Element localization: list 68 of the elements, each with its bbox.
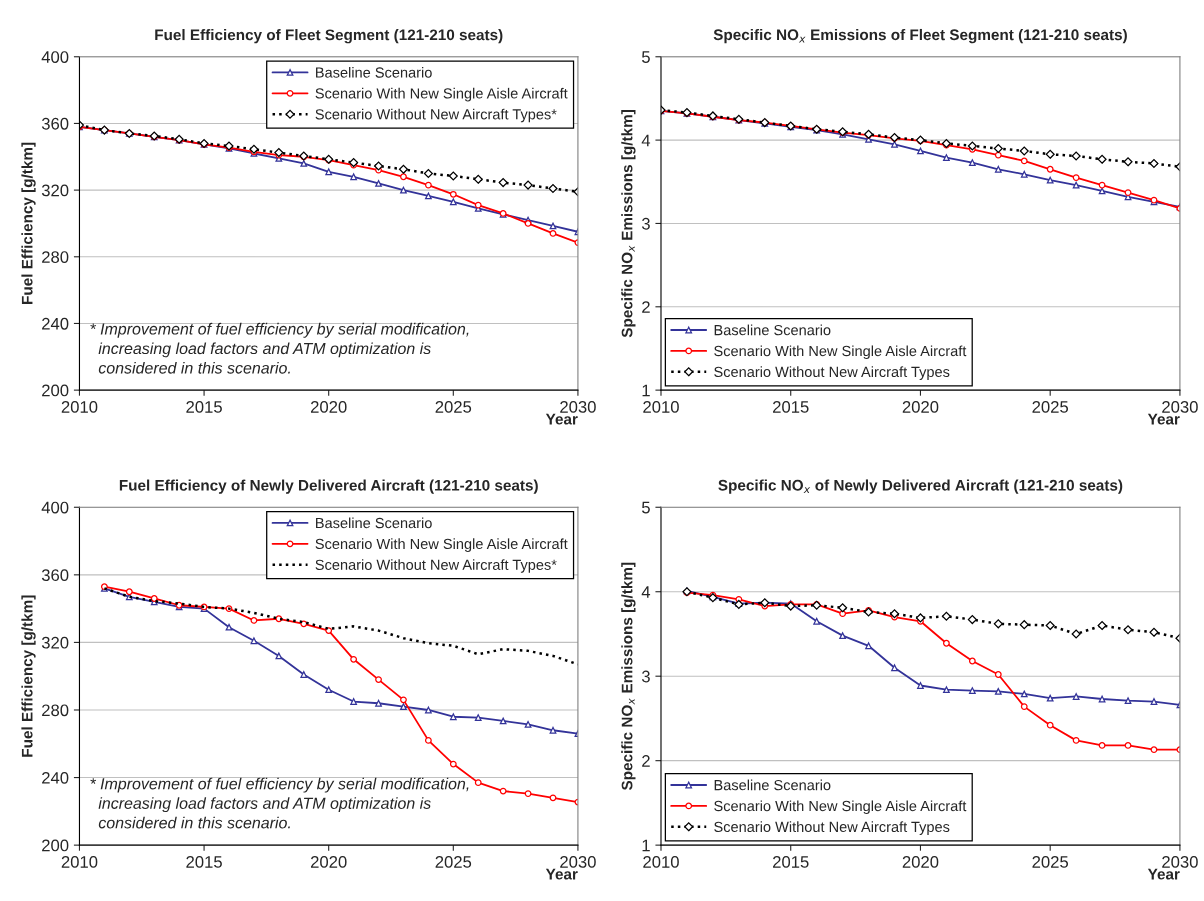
- y-tick-label: 360: [41, 569, 69, 582]
- y-tick-label: 5: [641, 501, 650, 514]
- y-tick-label: 5: [641, 51, 650, 63]
- x-axis-title: Year: [545, 413, 578, 425]
- y-tick-label: 3: [641, 670, 650, 683]
- x-tick-label: 2015: [773, 400, 809, 413]
- y-tick-label: 1: [642, 839, 650, 852]
- chart-title: Fuel Efficiency of Newly Delivered Aircraft (121-210 seats): [119, 479, 538, 494]
- annotation: * Improvement of fuel efficiency by serial modification, increasing load factors and ATM optimization is considered in this scenario.: [90, 322, 469, 374]
- y-tick-label: 400: [41, 51, 69, 63]
- x-tick-label: 2025: [1032, 400, 1069, 413]
- y-tick-label: 320: [41, 184, 69, 197]
- x-tick-label: 2030: [1162, 400, 1198, 413]
- y-tick-label: 360: [41, 117, 69, 130]
- x-tick-label: 2010: [61, 855, 98, 868]
- x-tick-label: 2030: [560, 400, 596, 413]
- x-tick-label: 2020: [310, 855, 347, 868]
- chart-title: Specific NO$_{x}$ Emissions of Fleet Segment (121-210 seats): [713, 28, 1127, 44]
- x-tick-label: 2025: [435, 855, 472, 868]
- legend-label: Scenario Without New Aircraft Types: [714, 366, 950, 380]
- y-axis-title: Fuel Efficiency [g/tkm]: [21, 142, 36, 304]
- chart-title: Specific NO$_{x}$ of Newly Delivered Aircraft (121-210 seats): [718, 479, 1123, 494]
- y-tick-label: 2: [642, 755, 650, 767]
- y-tick-label: 2: [642, 301, 650, 313]
- y-tick-label: 4: [641, 586, 651, 598]
- x-tick-label: 2015: [186, 400, 222, 413]
- y-tick-label: 240: [42, 317, 69, 330]
- x-tick-label: 2015: [773, 855, 809, 868]
- y-tick-label: 240: [42, 771, 69, 784]
- y-tick-label: 280: [42, 704, 69, 717]
- y-tick-label: 200: [42, 384, 69, 397]
- y-tick-label: 3: [641, 217, 650, 230]
- legend-label: Baseline Scenario: [316, 66, 432, 78]
- x-axis-title: Year: [1147, 413, 1180, 425]
- x-tick-label: 2010: [643, 400, 679, 413]
- x-tick-label: 2030: [1162, 855, 1198, 868]
- x-tick-label: 2020: [310, 400, 347, 413]
- legend-label: Scenario With New Single Aisle Aircraft: [315, 87, 568, 102]
- x-axis-title: Year: [545, 868, 578, 880]
- legend-label: Scenario With New Single Aisle Aircraft: [315, 538, 568, 552]
- legend-label: Scenario Without New Aircraft Types: [714, 821, 950, 835]
- y-tick-label: 1: [642, 384, 650, 397]
- legend-label: Scenario With New Single Aisle Aircraft: [714, 345, 967, 360]
- legend-label: Baseline Scenario: [714, 779, 831, 791]
- annotation: * Improvement of fuel efficiency by serial modification, increasing load factors and ATM optimization is considered in this scenario.: [90, 777, 469, 829]
- y-axis-title: Fuel Efficiency [g/tkm]: [21, 595, 36, 757]
- chart-title: Fuel Efficiency of Fleet Segment (121-210 seats): [155, 29, 503, 44]
- y-tick-label: 280: [42, 251, 69, 263]
- legend-label: Baseline Scenario: [714, 324, 831, 336]
- legend-label: Scenario Without New Aircraft Types*: [315, 108, 557, 123]
- legend-label: Scenario Without New Aircraft Types*: [315, 559, 557, 573]
- y-tick-label: 320: [41, 636, 69, 649]
- y-tick-label: 400: [41, 501, 69, 514]
- y-tick-label: 4: [641, 134, 651, 147]
- x-tick-label: 2025: [1032, 855, 1069, 868]
- x-tick-label: 2020: [902, 855, 939, 868]
- x-tick-label: 2015: [186, 855, 222, 868]
- x-tick-label: 2025: [435, 400, 472, 413]
- x-tick-label: 2020: [902, 400, 939, 413]
- y-axis-title: Specific NO$_{x}$ Emissions [g/tkm]: [621, 110, 636, 338]
- x-tick-label: 2010: [643, 855, 679, 868]
- y-axis-title: Specific NO$_{x}$ Emissions [g/tkm]: [621, 562, 636, 791]
- x-tick-label: 2030: [560, 855, 596, 868]
- x-tick-label: 2010: [61, 400, 98, 413]
- legend-label: Scenario With New Single Aisle Aircraft: [714, 800, 967, 815]
- legend-label: Baseline Scenario: [316, 517, 432, 529]
- y-tick-label: 200: [42, 839, 69, 852]
- x-axis-title: Year: [1147, 868, 1180, 880]
